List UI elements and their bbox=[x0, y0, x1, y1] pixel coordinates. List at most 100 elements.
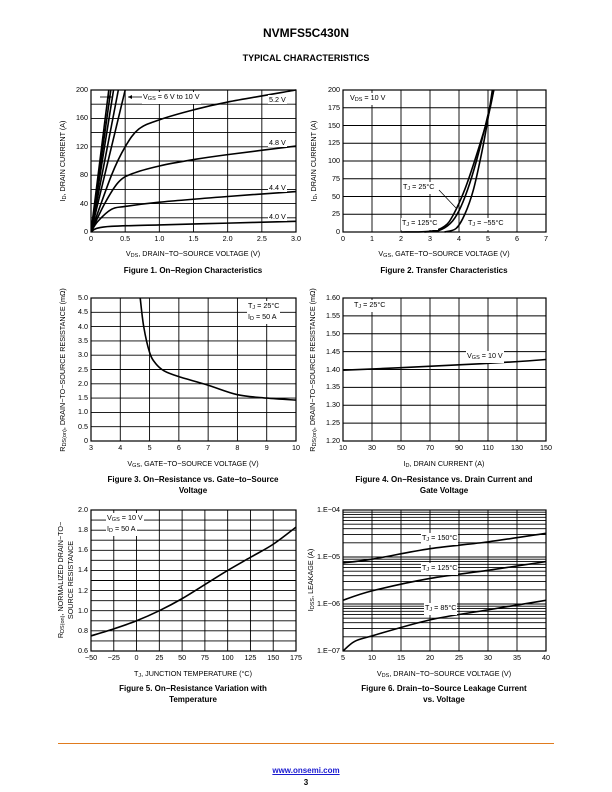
fig2-xtick-label: 0 bbox=[341, 234, 345, 243]
fig6-tj125-label: TJ = 125°C bbox=[421, 563, 459, 575]
fig1-xtick-label: 1.5 bbox=[188, 234, 199, 243]
fig1-label-5v2: 5.2 V bbox=[268, 95, 287, 104]
fig4-xtick-label: 150 bbox=[540, 443, 552, 452]
fig3-plot-frame bbox=[90, 297, 297, 442]
fig2-ytick-label: 150 bbox=[328, 120, 340, 130]
fig2-xtick-label: 5 bbox=[486, 234, 490, 243]
fig1-ytick-label: 0 bbox=[84, 227, 88, 236]
fig6-xtick-label: 30 bbox=[484, 653, 492, 662]
fig2-caption: Figure 2. Transfer Characteristics bbox=[380, 266, 508, 275]
fig1-caption: Figure 1. On−Region Characteristics bbox=[123, 266, 263, 275]
fig4-ytick-label: 1.40 bbox=[326, 364, 340, 374]
fig3-ytick-label: 0.5 bbox=[78, 421, 88, 431]
fig2-ytick-label: 0 bbox=[336, 227, 340, 236]
fig6-ytick-label: 1.E−07 bbox=[317, 646, 340, 655]
fig6-xlabel: VDS, DRAIN−TO−SOURCE VOLTAGE (V) bbox=[376, 669, 512, 679]
fig2-series-1 bbox=[424, 89, 495, 233]
fig1-plot-frame bbox=[90, 89, 297, 233]
fig2-xtick-label: 6 bbox=[515, 234, 519, 243]
fig2-xtick-label: 1 bbox=[370, 234, 374, 243]
fig6-series-2 bbox=[343, 599, 546, 652]
fig5-xtick-label: 175 bbox=[290, 653, 302, 662]
fig5-xtick-label: 50 bbox=[178, 653, 187, 662]
fig3-ylabel: RDS(on), DRAIN−TO−SOURCE RESISTANCE (mΩ) bbox=[58, 288, 68, 452]
fig5-vgs-label: VGS = 10 V bbox=[106, 513, 144, 525]
fig3-xtick-label: 5 bbox=[147, 443, 152, 452]
fig6-xtick-label: 35 bbox=[513, 653, 521, 662]
fig6-xtick-label: 10 bbox=[368, 653, 376, 662]
fig6-caption: Figure 6. Drain−to−Source Leakage Curren… bbox=[361, 684, 527, 704]
fig3-xtick-label: 4 bbox=[118, 443, 123, 452]
fig4-ytick-label: 1.20 bbox=[326, 436, 340, 445]
section-title: TYPICAL CHARACTERISTICS bbox=[242, 53, 370, 63]
fig4-ytick-label: 1.30 bbox=[326, 400, 340, 410]
fig1-xtick-label: 0.5 bbox=[120, 234, 131, 243]
fig1-series-1 bbox=[91, 190, 296, 233]
fig2-ytick-label: 200 bbox=[328, 85, 340, 94]
fig2-tj125-label: TJ = 125°C bbox=[401, 218, 439, 230]
fig4-vgs-label: VGS = 10 V bbox=[466, 351, 504, 363]
fig6-ytick-label: 1.E−05 bbox=[317, 552, 340, 561]
fig1-label-4v8: 4.8 V bbox=[268, 138, 287, 147]
fig1-xtick-label: 0 bbox=[89, 234, 93, 243]
fig5-ytick-label: 1.4 bbox=[78, 565, 88, 575]
fig5-plot-frame bbox=[90, 509, 297, 652]
fig6-xtick-label: 20 bbox=[426, 653, 434, 662]
fig6-ytick-label: 1.E−06 bbox=[317, 599, 340, 608]
fig1-label-4v0: 4.0 V bbox=[268, 212, 287, 221]
fig2-xtick-label: 2 bbox=[399, 234, 403, 243]
page-number: 3 bbox=[303, 778, 309, 787]
fig3-ytick-label: 5.0 bbox=[78, 293, 88, 302]
fig1-xtick-label: 1.0 bbox=[154, 234, 165, 243]
fig4-caption: Figure 4. On−Resistance vs. Drain Curren… bbox=[355, 475, 533, 495]
fig5-caption: Figure 5. On−Resistance Variation with Te… bbox=[119, 684, 267, 704]
fig2-ytick-label: 100 bbox=[328, 156, 340, 165]
fig4-ytick-label: 1.55 bbox=[326, 310, 340, 320]
fig2-vds-label: VDS = 10 V bbox=[349, 93, 387, 105]
fig2-ytick-label: 25 bbox=[332, 209, 340, 219]
fig5-ylabel: RDS(on), NORMALIZED DRAIN−TO− SOURCE RESI… bbox=[56, 521, 75, 639]
fig4-xtick-label: 30 bbox=[368, 443, 376, 452]
onsemi-link[interactable]: www.onsemi.com bbox=[272, 766, 340, 775]
fig1-ytick-label: 160 bbox=[76, 113, 88, 123]
fig2-ytick-label: 50 bbox=[332, 191, 340, 201]
fig1-ytick-label: 120 bbox=[76, 141, 88, 151]
fig3-ytick-label: 2.0 bbox=[78, 378, 88, 388]
fig2-ytick-label: 125 bbox=[328, 138, 340, 148]
fig4-xlabel: ID, DRAIN CURRENT (A) bbox=[403, 459, 485, 469]
fig5-ytick-label: 1.2 bbox=[78, 585, 88, 595]
fig6-xtick-label: 25 bbox=[455, 653, 463, 662]
fig5-ytick-label: 1.8 bbox=[78, 525, 88, 535]
fig1-series-3 bbox=[91, 89, 296, 233]
fig3-ytick-label: 4.0 bbox=[78, 321, 88, 331]
fig1-xtick-label: 3.0 bbox=[291, 234, 301, 243]
fig3-ytick-label: 1.0 bbox=[78, 407, 88, 417]
fig2-xtick-label: 3 bbox=[428, 234, 432, 243]
fig3-xtick-label: 3 bbox=[89, 443, 93, 452]
fig5-xtick-label: 75 bbox=[200, 653, 209, 662]
fig4-ytick-label: 1.60 bbox=[326, 293, 340, 302]
fig1-vgs-range-label: VGS = 6 V to 10 V bbox=[142, 92, 201, 104]
fig6-ylabel: IDSS, LEAKAGE (A) bbox=[306, 548, 316, 612]
fig5-series-0 bbox=[91, 526, 296, 637]
fig3-xtick-label: 9 bbox=[264, 443, 269, 452]
fig1-arrowhead-icon bbox=[128, 95, 132, 99]
fig4-ytick-label: 1.50 bbox=[326, 328, 340, 338]
fig5-id-label: ID = 50 A bbox=[106, 524, 137, 536]
fig3-ytick-label: 0 bbox=[84, 436, 88, 445]
fig1-label-4v4: 4.4 V bbox=[268, 183, 287, 192]
fig3-tj-label: TJ = 25°C bbox=[247, 301, 281, 313]
fig5-xtick-label: 125 bbox=[244, 653, 257, 662]
fig2-tjm55-label: TJ = −55°C bbox=[467, 218, 505, 230]
fig3-ytick-label: 4.5 bbox=[78, 307, 88, 317]
fig1-ytick-label: 200 bbox=[76, 85, 88, 94]
fig5-ytick-label: 1.6 bbox=[78, 545, 88, 555]
fig3-xtick-label: 6 bbox=[176, 443, 181, 452]
fig4-xtick-label: 110 bbox=[482, 443, 494, 452]
fig4-ytick-label: 1.45 bbox=[326, 346, 340, 356]
fig1-series-8 bbox=[91, 89, 110, 233]
fig4-xtick-label: 50 bbox=[397, 443, 405, 452]
fig1-ytick-label: 40 bbox=[80, 198, 88, 208]
fig2-xtick-label: 4 bbox=[457, 234, 461, 243]
fig5-ytick-label: 0.8 bbox=[78, 625, 88, 635]
